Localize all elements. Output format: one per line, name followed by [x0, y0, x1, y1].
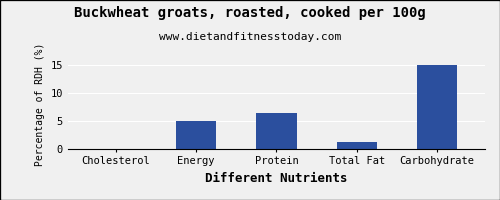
- Text: www.dietandfitnesstoday.com: www.dietandfitnesstoday.com: [159, 32, 341, 42]
- Text: Buckwheat groats, roasted, cooked per 100g: Buckwheat groats, roasted, cooked per 10…: [74, 6, 426, 20]
- Bar: [176, 121, 216, 149]
- Bar: [256, 113, 296, 149]
- X-axis label: Different Nutrients: Different Nutrients: [205, 172, 348, 185]
- Bar: [336, 142, 376, 149]
- Y-axis label: Percentage of RDH (%): Percentage of RDH (%): [35, 42, 45, 166]
- Bar: [417, 65, 457, 149]
